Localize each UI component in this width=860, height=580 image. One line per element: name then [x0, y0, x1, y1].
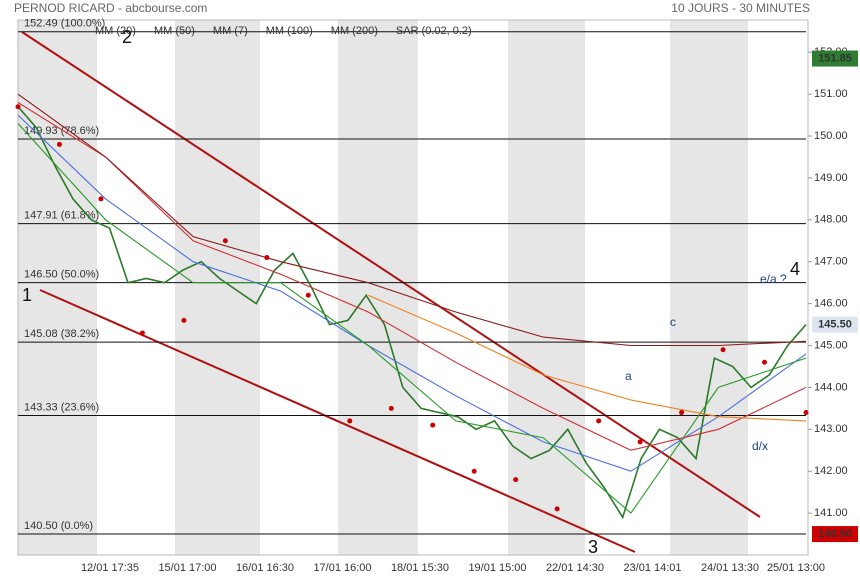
sar-dot [513, 477, 519, 483]
fib-label: 143.33 (23.6%) [24, 401, 99, 413]
sar-dot [347, 418, 353, 424]
sar-dot [596, 418, 602, 424]
sar-dot [679, 410, 685, 416]
price-tag [812, 50, 858, 67]
session-band [338, 20, 418, 555]
x-tick-label: 12/01 17:35 [81, 562, 139, 574]
sar-dot [554, 506, 560, 512]
y-tick-label: 141.00 [814, 507, 848, 519]
x-tick-label: 17/01 16:00 [313, 562, 371, 574]
fib-label: 146.50 (50.0%) [24, 269, 99, 281]
session-band [18, 20, 97, 555]
legend-entry: MM (100) [266, 25, 313, 37]
price-tag [812, 526, 858, 543]
fib-label: 147.91 (61.8%) [24, 210, 99, 222]
sar-dot [803, 410, 809, 416]
legend-entry: MM (50) [154, 25, 195, 37]
annotation: d/x [752, 439, 768, 453]
price-tag-label: 151.85 [818, 52, 852, 64]
series-line [17, 102, 807, 451]
series-line [17, 114, 807, 472]
sar-dot [15, 104, 21, 110]
y-tick-label: 145.00 [814, 339, 848, 351]
y-tick-label: 144.00 [814, 381, 848, 393]
y-tick-label: 146.00 [814, 298, 848, 310]
sar-dot [637, 439, 643, 445]
session-band [175, 20, 260, 555]
session-band [670, 20, 748, 555]
legend-entry: MM (200) [331, 25, 378, 37]
sar-dot [222, 238, 228, 244]
fib-label: 140.50 (0.0%) [24, 520, 93, 532]
annotation: e/a ? [760, 272, 787, 286]
sar-dot [98, 196, 104, 202]
x-tick-label: 18/01 15:30 [391, 562, 449, 574]
x-tick-label: 23/01 14:01 [623, 562, 681, 574]
price-tag [812, 316, 858, 333]
sar-dot [139, 330, 145, 336]
annotation: 3 [588, 537, 598, 557]
sar-dot [762, 359, 768, 365]
plot-frame [17, 19, 809, 556]
annotation: a [625, 369, 632, 383]
series-line [367, 294, 807, 422]
session-band [508, 20, 585, 555]
price-tag-label: 145.50 [818, 318, 852, 330]
annotation: c [670, 315, 676, 329]
y-tick-label: 151.00 [814, 88, 848, 100]
x-tick-label: 24/01 13:30 [701, 562, 759, 574]
legend-entry: SAR (0.02, 0.2) [396, 25, 472, 37]
series-line [17, 93, 807, 347]
sar-dot [305, 292, 311, 298]
channel-line [39, 289, 636, 553]
sar-dot [471, 468, 477, 474]
sar-dot [264, 255, 270, 261]
annotation: 2 [122, 27, 132, 47]
y-tick-label: 149.00 [814, 172, 848, 184]
y-tick-label: 148.00 [814, 214, 848, 226]
annotation: 4 [790, 259, 800, 279]
annotation: 1 [22, 285, 32, 305]
sar-dot [181, 317, 187, 323]
period: 10 JOURS - 30 MINUTES [671, 1, 810, 15]
y-tick-label: 147.00 [814, 256, 848, 268]
legend-entry: MM (20) [95, 25, 136, 37]
x-tick-label: 15/01 17:00 [158, 562, 216, 574]
x-tick-label: 16/01 16:30 [236, 562, 294, 574]
fib-label: 149.93 (78.6%) [24, 125, 99, 137]
series-line [17, 106, 807, 520]
sar-dot [388, 405, 394, 411]
fib-label: 152.49 (100.0%) [24, 18, 105, 30]
x-tick-label: 25/01 13:00 [767, 562, 825, 574]
sar-dot [56, 141, 62, 147]
legend-entry: MM (7) [213, 25, 248, 37]
x-tick-label: 19/01 15:00 [468, 562, 526, 574]
y-tick-label: 150.00 [814, 130, 848, 142]
y-tick-label: 142.00 [814, 465, 848, 477]
y-tick-label: 143.00 [814, 423, 848, 435]
series-line [17, 123, 807, 514]
title: PERNOD RICARD - abcbourse.com [14, 1, 207, 15]
sar-dot [430, 422, 436, 428]
sar-dot [720, 347, 726, 353]
fib-label: 145.08 (38.2%) [24, 328, 99, 340]
price-tag-label: 140.50 [818, 528, 852, 540]
x-tick-label: 22/01 14:30 [546, 562, 604, 574]
channel-line [21, 31, 761, 518]
